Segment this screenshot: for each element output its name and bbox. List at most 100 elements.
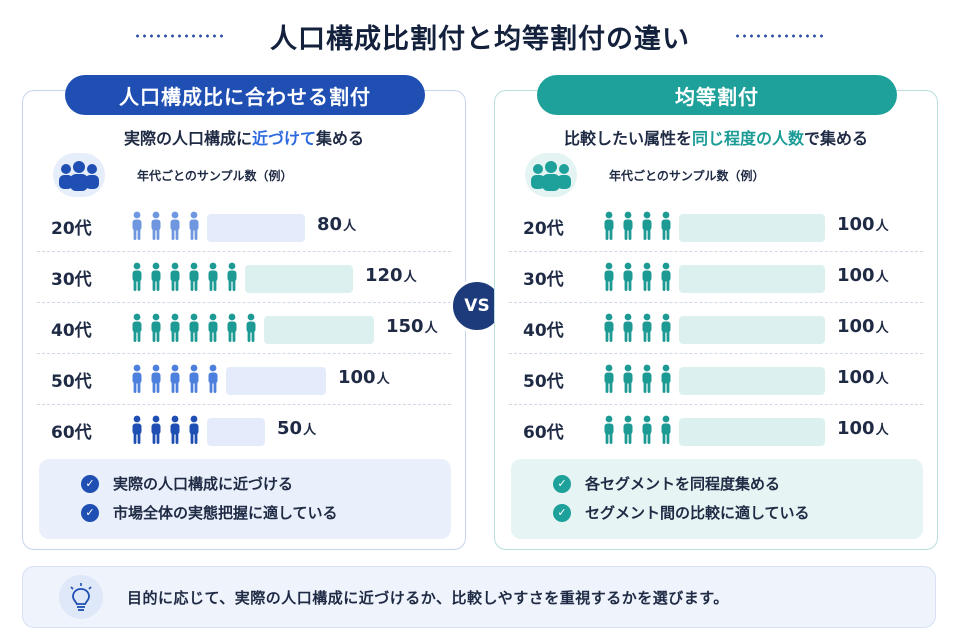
person-icon — [205, 313, 221, 343]
count-number: 150 — [386, 316, 424, 337]
count-number: 100 — [837, 265, 875, 286]
person-icon — [658, 262, 674, 292]
person-icon — [186, 364, 202, 394]
count-bar — [679, 214, 825, 242]
person-icons — [601, 211, 674, 241]
age-label: 60代 — [51, 423, 92, 443]
person-icon — [620, 415, 636, 445]
person-icons — [601, 313, 674, 343]
title-dots-left — [134, 34, 226, 38]
footer-note: 目的に応じて、実際の人口構成に近づけるか、比較しやすさを重視するかを選びます。 — [22, 566, 936, 628]
count-number: 100 — [837, 418, 875, 439]
count-number: 120 — [365, 265, 403, 286]
right-subtitle-pre: 比較したい属性を — [563, 129, 692, 148]
left-row-2: 30代 120人 — [37, 252, 451, 303]
count-number: 100 — [338, 367, 376, 388]
count-number: 50 — [277, 418, 303, 439]
person-icon — [148, 262, 164, 292]
count-unit: 人 — [875, 321, 889, 336]
right-row-2: 30代 100人 — [509, 252, 923, 303]
count-bar — [679, 418, 825, 446]
count-unit: 人 — [403, 270, 417, 285]
count-value: 100人 — [837, 214, 889, 235]
right-panel-subtitle: 比較したい属性を同じ程度の人数で集める — [495, 125, 937, 149]
person-icon — [186, 313, 202, 343]
person-icons — [129, 415, 202, 445]
age-label: 20代 — [51, 219, 92, 239]
left-row-3: 40代 150人 — [37, 303, 451, 354]
person-icon — [129, 364, 145, 394]
count-bar — [679, 265, 825, 293]
title-row: 人口構成比割付と均等割付の違い — [0, 14, 960, 58]
person-icon — [620, 313, 636, 343]
right-row-3: 40代 100人 — [509, 303, 923, 354]
left-rows: 20代 80人 30代 120人 40代 150人 50代 100人 60代 50人 — [37, 201, 451, 456]
count-bar — [207, 214, 305, 242]
person-icons — [601, 262, 674, 292]
people-group-icon — [525, 153, 577, 197]
count-unit: 人 — [875, 423, 889, 438]
count-unit: 人 — [424, 321, 438, 336]
person-icon — [167, 262, 183, 292]
title-dots-right — [734, 34, 826, 38]
person-icon — [601, 262, 617, 292]
count-unit: 人 — [376, 372, 390, 387]
left-check-item-2: ✓ 市場全体の実態把握に適している — [81, 498, 451, 527]
person-icon — [129, 211, 145, 241]
count-value: 80人 — [317, 214, 356, 235]
left-row-1: 20代 80人 — [37, 201, 451, 252]
count-value: 100人 — [837, 316, 889, 337]
left-legend: 年代ごとのサンプル数（例） — [53, 153, 293, 197]
left-subtitle-highlight: 近づけて — [251, 129, 316, 148]
right-subtitle-highlight: 同じ程度の人数 — [691, 129, 804, 148]
count-value: 100人 — [338, 367, 390, 388]
person-icon — [224, 313, 240, 343]
right-row-4: 50代 100人 — [509, 354, 923, 405]
count-unit: 人 — [343, 219, 357, 234]
count-value: 100人 — [837, 265, 889, 286]
age-label: 40代 — [51, 321, 92, 341]
person-icons — [129, 262, 240, 292]
people-group-icon — [53, 153, 105, 197]
right-checks: ✓ 各セグメントを同程度集める ✓ セグメント間の比較に適している — [511, 459, 923, 539]
person-icon — [186, 211, 202, 241]
left-subtitle-post: 集める — [316, 129, 365, 148]
right-panel: 均等割付 比較したい属性を同じ程度の人数で集める 年代ごとのサンプル数（例） 2… — [494, 75, 938, 550]
check-icon: ✓ — [81, 503, 99, 522]
person-icon — [601, 211, 617, 241]
left-panel-subtitle: 実際の人口構成に近づけて集める — [23, 125, 465, 149]
person-icon — [620, 364, 636, 394]
age-label: 20代 — [523, 219, 564, 239]
left-check-label-1: 実際の人口構成に近づける — [113, 475, 294, 493]
person-icon — [186, 262, 202, 292]
person-icons — [129, 313, 259, 343]
person-icon — [129, 262, 145, 292]
age-label: 50代 — [51, 372, 92, 392]
count-bar — [207, 418, 265, 446]
left-check-label-2: 市場全体の実態把握に適している — [113, 504, 338, 522]
right-legend: 年代ごとのサンプル数（例） — [525, 153, 765, 197]
lightbulb-icon — [59, 575, 103, 619]
age-label: 60代 — [523, 423, 564, 443]
count-bar — [245, 265, 353, 293]
person-icons — [601, 364, 674, 394]
person-icon — [639, 262, 655, 292]
person-icon — [658, 415, 674, 445]
person-icon — [243, 313, 259, 343]
count-number: 80 — [317, 214, 343, 235]
person-icon — [186, 415, 202, 445]
person-icon — [129, 313, 145, 343]
right-panel-header: 均等割付 — [537, 75, 897, 115]
count-value: 50人 — [277, 418, 316, 439]
count-unit: 人 — [875, 372, 889, 387]
age-label: 30代 — [51, 270, 92, 290]
right-check-item-2: ✓ セグメント間の比較に適している — [553, 498, 923, 527]
person-icon — [167, 415, 183, 445]
person-icon — [601, 313, 617, 343]
left-checks: ✓ 実際の人口構成に近づける ✓ 市場全体の実態把握に適している — [39, 459, 451, 539]
left-subtitle-pre: 実際の人口構成に — [123, 129, 252, 148]
count-unit: 人 — [875, 270, 889, 285]
person-icon — [167, 364, 183, 394]
count-number: 100 — [837, 214, 875, 235]
person-icon — [658, 364, 674, 394]
